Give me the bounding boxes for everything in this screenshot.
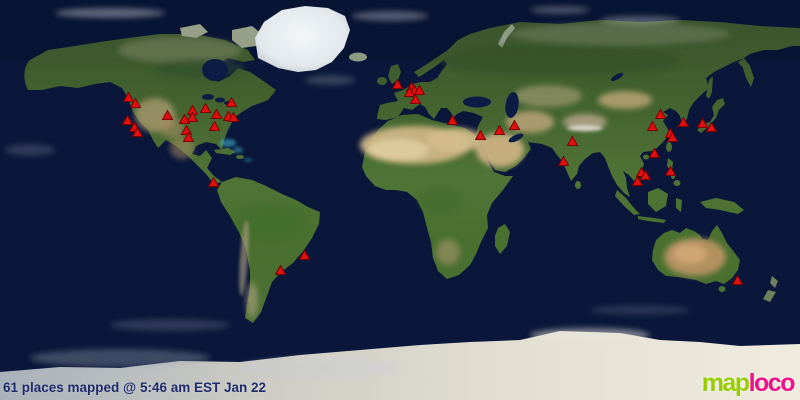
island-java bbox=[638, 216, 666, 223]
hudson-bay bbox=[202, 59, 228, 81]
persian-gulf bbox=[508, 133, 524, 143]
island-sulawesi bbox=[676, 198, 682, 212]
status-bar-text: 61 places mapped @ 5:46 am EST Jan 22 bbox=[3, 380, 267, 395]
island-novaya-zemlya bbox=[498, 24, 515, 48]
island-sakhalin bbox=[706, 76, 713, 99]
lake-baikal bbox=[610, 72, 624, 82]
maploco-logo[interactable]: maploco bbox=[701, 369, 796, 397]
island-new-zealand bbox=[763, 276, 778, 302]
island-hainan bbox=[643, 154, 649, 160]
island-tasmania bbox=[718, 286, 726, 292]
island-victoria bbox=[180, 24, 208, 38]
caspian-sea bbox=[505, 92, 519, 118]
logo-loco-text: loco bbox=[748, 369, 796, 397]
island-taiwan bbox=[666, 142, 672, 152]
logo-map-text: map bbox=[701, 369, 750, 397]
island-new-guinea bbox=[700, 198, 744, 214]
island-ireland bbox=[377, 77, 387, 85]
island-iceland bbox=[349, 52, 367, 62]
island-hispaniola bbox=[236, 155, 244, 159]
island-sri-lanka bbox=[575, 181, 581, 189]
island-mindanao bbox=[673, 180, 681, 186]
greenland bbox=[255, 6, 350, 72]
island-sumatra bbox=[615, 190, 640, 215]
island-madagascar bbox=[495, 224, 510, 254]
island-borneo bbox=[648, 188, 668, 212]
island-baffin bbox=[232, 26, 262, 48]
antarctica bbox=[0, 331, 800, 400]
black-sea bbox=[463, 96, 491, 108]
great-lakes bbox=[202, 94, 214, 100]
island-cuba bbox=[214, 148, 236, 155]
bahamas-shallows bbox=[220, 139, 236, 147]
